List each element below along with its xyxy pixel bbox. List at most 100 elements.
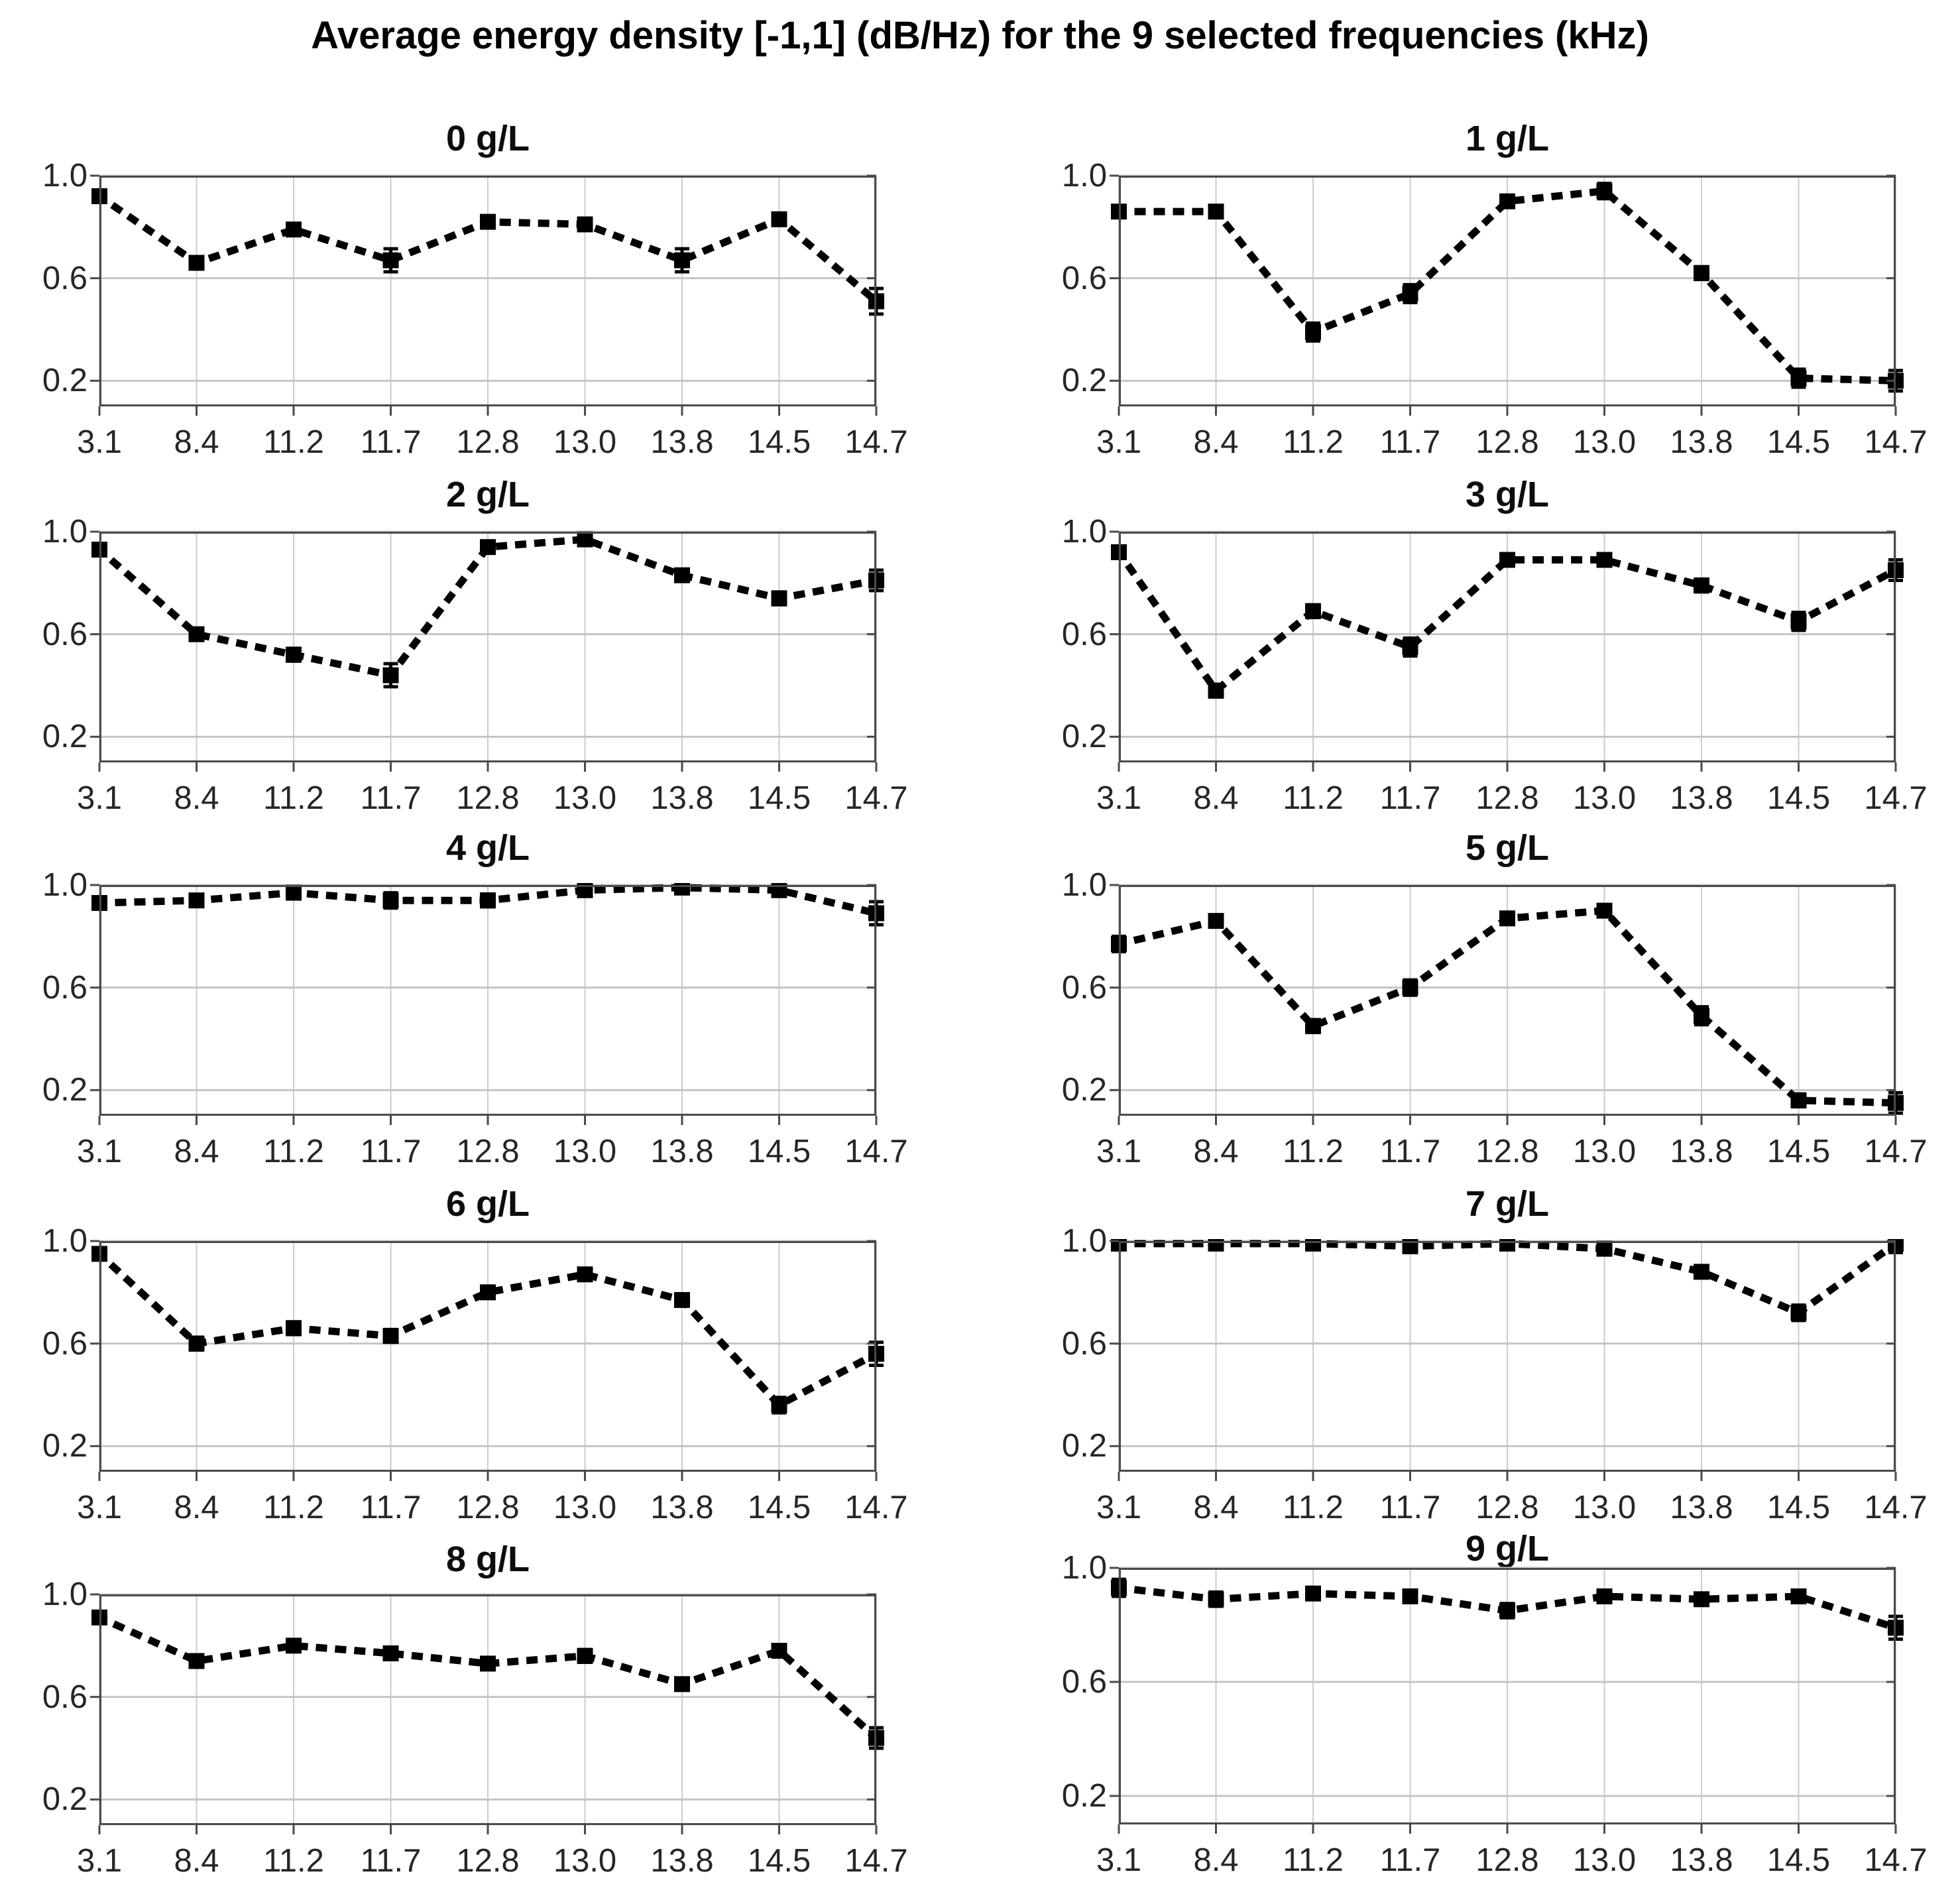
data-point-marker [674,252,690,268]
y-axis-tick-label: 0.2 [1061,363,1107,399]
x-axis-tick-label: 11.7 [1379,1134,1441,1169]
y-axis-tick-label: 1.0 [1061,1550,1107,1586]
data-point-marker [577,1647,593,1664]
y-axis-tick-label: 0.2 [42,1428,87,1464]
x-axis-tick-label: 14.7 [844,1490,908,1525]
data-series [91,531,884,689]
data-point-marker [1790,1092,1807,1108]
data-point-marker [1208,204,1224,220]
axes-box [1119,885,1896,1116]
x-axis-tick-label: 13.0 [553,780,617,816]
vertical-grid-lines [99,1594,877,1825]
x-axis-tick-label: 11.2 [263,1843,324,1879]
data-point-marker [382,252,399,268]
axes-box [1119,1241,1896,1472]
data-point-marker [771,1397,787,1413]
x-axis-tick-label: 12.8 [456,1843,520,1879]
data-point-marker [1499,1239,1515,1252]
data-point-marker [577,1266,593,1283]
data-point-marker [480,539,496,556]
data-point-marker [674,567,690,583]
x-axis-tick-label: 3.1 [76,1134,123,1169]
x-axis-tick-label: 13.8 [650,1490,714,1525]
vertical-grid-lines [1118,1241,1896,1472]
data-series [91,188,884,316]
data-point-marker [771,883,787,898]
plot-area [1110,174,1904,416]
data-point-marker [1402,285,1418,302]
plot-area [1110,530,1904,772]
data-point-marker [480,1655,496,1672]
subplot-panel-2: 2 g/L 1.0 0.6 0.2 3.1 8.4 11.2 11.7 12.8 13.0 13.8… [42,475,908,816]
x-axis-tick-label: 8.4 [174,424,219,460]
dotted-line [1115,187,1900,385]
x-axis-tick-label: 3.1 [1096,780,1142,816]
y-axis-tick-label: 0.6 [1061,1325,1107,1362]
data-point-marker [1790,613,1807,630]
x-axis-tick-label: 11.2 [1283,424,1344,460]
x-axis-tick-label: 14.5 [747,780,811,816]
x-axis-tick-label: 14.5 [747,1490,811,1525]
data-point-marker [1305,1239,1321,1252]
y-axis-tick-label: 1.0 [42,158,87,194]
vertical-grid-lines [99,176,877,406]
subplot-panel-0: 0 g/L 1.0 0.6 0.2 3.1 8.4 11.2 11.7 12.8 13.0 13.8… [42,119,908,460]
x-axis-tick-label: 14.7 [844,424,908,460]
y-axis-tick-label: 0.2 [42,719,87,755]
x-axis-tick-label: 8.4 [1193,424,1239,460]
x-axis-tick-label: 12.8 [456,424,520,460]
plot-area [90,530,884,772]
dotted-line [94,1248,882,1410]
data-point-marker [1208,913,1224,929]
x-axis-tick-label: 3.1 [76,1843,123,1879]
axes-box [99,176,876,406]
data-point-marker [771,590,787,607]
x-axis-tick-label: 11.7 [1379,1490,1441,1525]
x-axis-tick-label: 11.2 [263,780,324,816]
axis-ticks [1110,884,1897,1125]
subplot-panel-9: 9 g/L 1.0 0.6 0.2 3.1 8.4 11.2 11.7 12.8 13.0 13.8… [1062,1529,1928,1878]
x-axis-tick-label: 14.5 [747,1843,811,1879]
subplot-title: 1 g/L [1465,119,1549,158]
y-axis-tick-label: 1.0 [42,514,87,550]
data-point-marker [1402,639,1418,655]
axis-ticks [1110,1567,1897,1834]
data-point-marker [480,213,496,230]
subplot-title: 4 g/L [445,828,530,868]
plot-area [1110,1567,1904,1834]
y-axis-tick-label: 0.6 [42,1679,87,1715]
x-axis-tick-label: 14.7 [1864,424,1928,460]
axis-ticks [90,884,878,1125]
x-axis-tick-label: 14.5 [1766,424,1831,460]
subplot-title: 2 g/L [445,475,530,514]
data-point-marker [286,884,302,901]
x-axis-tick-label: 13.8 [1670,1842,1733,1878]
x-axis-tick-label: 11.7 [360,780,422,816]
x-axis-tick-label: 14.7 [1864,1842,1928,1878]
y-axis-tick-label: 1.0 [1061,158,1107,194]
axis-ticks [90,1593,878,1834]
figure-title: Average energy density [-1,1] (dB/Hz) fo… [311,14,1649,57]
subplot-title: 0 g/L [445,119,530,158]
x-axis-tick-label: 13.8 [1670,780,1733,816]
y-axis-tick-label: 1.0 [42,1576,87,1612]
x-axis-tick-label: 13.0 [1572,780,1637,816]
data-point-marker [188,892,205,909]
x-axis-tick-label: 11.7 [360,1843,422,1879]
x-axis-tick-label: 11.7 [1379,780,1441,816]
data-point-marker [1305,1018,1321,1034]
subplot-title: 6 g/L [445,1184,530,1224]
y-axis-tick-label: 1.0 [1061,1223,1107,1259]
x-axis-tick-label: 8.4 [1193,780,1239,816]
data-point-marker [1694,1591,1709,1608]
data-point-marker [577,531,593,548]
data-point-marker [382,1328,399,1344]
axes-box [99,532,876,762]
x-axis-tick-label: 13.8 [1670,424,1733,460]
x-axis-tick-label: 11.2 [263,424,324,460]
x-axis-tick-label: 13.0 [553,1134,617,1169]
data-point-marker [1305,324,1321,340]
subplot-panel-6: 6 g/L 1.0 0.6 0.2 3.1 8.4 11.2 11.7 12.8 13.0 13.8… [42,1184,908,1525]
x-axis-tick-label: 11.7 [1379,1842,1441,1878]
plot-area [1110,1239,1904,1481]
